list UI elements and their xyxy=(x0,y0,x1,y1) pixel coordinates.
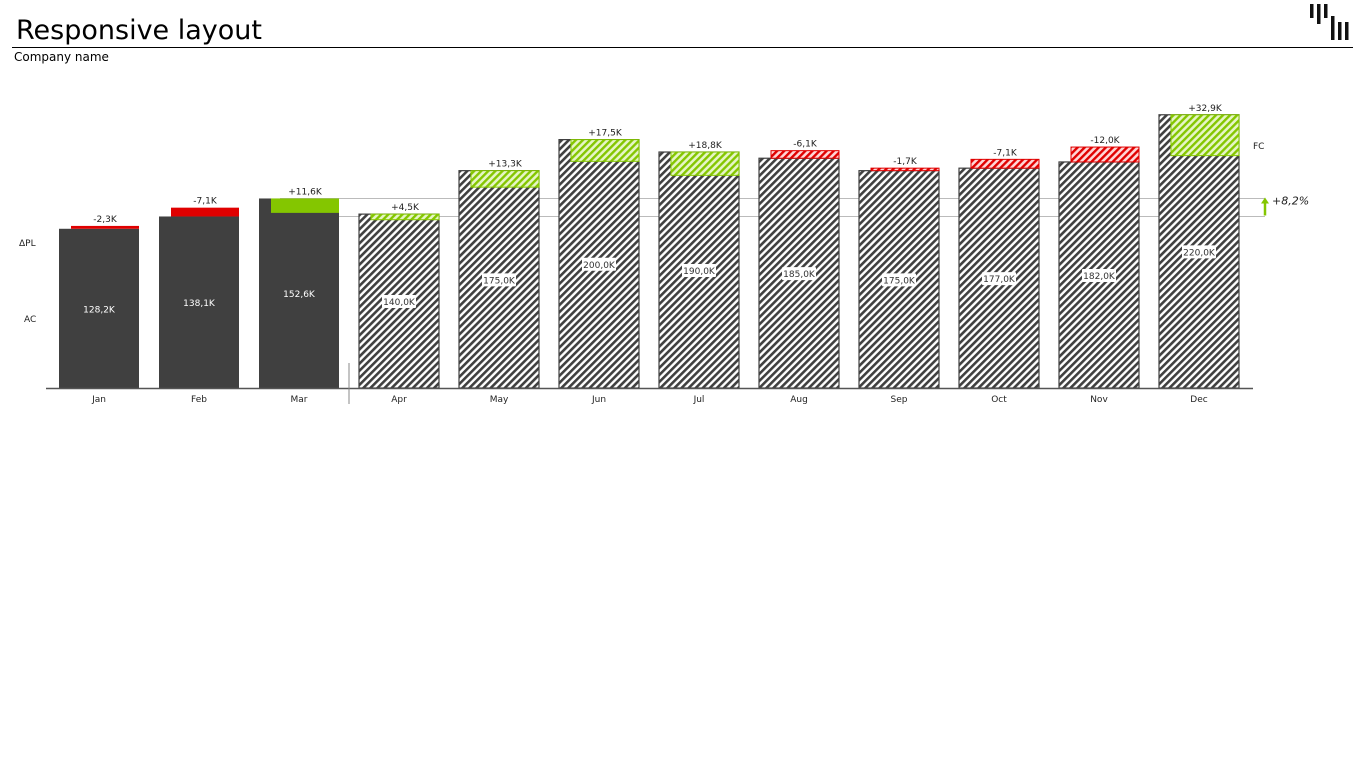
value-label-bg-may xyxy=(482,273,516,287)
value-label-sep: 175,0K xyxy=(883,276,916,286)
value-label-jan: 128,2K xyxy=(83,305,116,315)
delta-label-aug: -6,1K xyxy=(793,140,818,150)
value-label-aug: 185,0K xyxy=(783,270,816,280)
category-label-jun: Jun xyxy=(591,395,606,405)
delta-bar-dec xyxy=(1170,114,1240,157)
value-label-mar: 152,6K xyxy=(283,290,316,300)
bar-apr xyxy=(358,213,440,389)
category-label-aug: Aug xyxy=(790,395,808,405)
delta-bar-oct xyxy=(970,158,1040,169)
value-label-apr: 140,0K xyxy=(383,298,416,308)
delta-bar-jun xyxy=(570,139,640,162)
category-label-mar: Mar xyxy=(291,395,308,405)
delta-bar-mar xyxy=(271,198,339,213)
delta-label-sep: -1,7K xyxy=(893,157,918,167)
value-label-bg-aug xyxy=(782,267,816,281)
delta-bar-jul xyxy=(670,151,740,176)
delta-label-nov: -12,0K xyxy=(1090,136,1120,146)
category-label-sep: Sep xyxy=(891,395,908,405)
delta-bar-nov xyxy=(1070,146,1140,163)
value-label-bg-apr xyxy=(382,295,416,309)
category-label-nov: Nov xyxy=(1090,395,1108,405)
delta-bar-aug xyxy=(770,150,840,159)
bar-jun xyxy=(558,139,640,389)
value-label-bg-nov xyxy=(1082,268,1116,282)
delta-row-label: ΔPL xyxy=(19,239,36,249)
page-title: Responsive layout xyxy=(16,15,262,46)
value-label-bg-dec xyxy=(1182,245,1216,259)
category-label-oct: Oct xyxy=(991,395,1007,405)
category-label-may: May xyxy=(490,395,509,405)
forecast-row-label: FC xyxy=(1253,142,1264,152)
value-label-may: 175,0K xyxy=(483,276,516,286)
value-label-bg-jul xyxy=(682,264,716,278)
value-label-bg-oct xyxy=(982,272,1016,286)
bar-dec xyxy=(1158,114,1240,389)
value-label-oct: 177,0K xyxy=(983,275,1016,285)
delta-label-apr: +4,5K xyxy=(391,203,420,213)
delta-bar-may xyxy=(470,170,540,188)
delta-label-feb: -7,1K xyxy=(193,197,218,207)
value-label-dec: 220,0K xyxy=(1183,248,1216,258)
delta-label-oct: -7,1K xyxy=(993,148,1018,158)
bar-jan xyxy=(59,228,139,388)
delta-label-jun: +17,5K xyxy=(588,129,623,139)
value-label-bg-sep xyxy=(882,273,916,287)
value-label-nov: 182,0K xyxy=(1083,272,1116,282)
bar-mar xyxy=(259,198,339,388)
category-label-jan: Jan xyxy=(91,395,106,405)
category-label-dec: Dec xyxy=(1190,395,1207,405)
bar-oct xyxy=(958,167,1040,389)
bar-may xyxy=(458,170,540,389)
value-label-jun: 200,0K xyxy=(583,261,616,271)
delta-bar-sep xyxy=(870,167,940,172)
company-name: Company name xyxy=(14,50,109,64)
bar-aug xyxy=(758,157,840,389)
delta-bar-apr xyxy=(370,213,440,221)
total-delta-label: +8,2% xyxy=(1272,194,1309,207)
delta-bar-jan xyxy=(71,225,139,229)
bar-nov xyxy=(1058,161,1140,389)
delta-label-jul: +18,8K xyxy=(688,141,723,151)
actual-row-label: AC xyxy=(24,315,36,325)
bar-sep xyxy=(858,170,940,389)
brand-bars-logo-icon xyxy=(1310,4,1349,40)
bar-feb xyxy=(159,216,239,388)
delta-label-jan: -2,3K xyxy=(93,215,118,225)
delta-label-dec: +32,9K xyxy=(1188,104,1223,114)
delta-label-mar: +11,6K xyxy=(288,187,323,197)
category-label-jul: Jul xyxy=(693,395,705,405)
category-label-feb: Feb xyxy=(191,395,207,405)
value-label-jul: 190,0K xyxy=(683,267,716,277)
category-label-apr: Apr xyxy=(391,395,407,405)
value-label-feb: 138,1K xyxy=(183,299,216,309)
bar-jul xyxy=(658,151,740,389)
value-label-bg-jun xyxy=(582,257,616,271)
arrow-up-icon-head xyxy=(1261,197,1269,204)
delta-label-may: +13,3K xyxy=(488,160,523,170)
delta-bar-feb xyxy=(171,207,239,217)
title-divider xyxy=(12,47,1353,48)
